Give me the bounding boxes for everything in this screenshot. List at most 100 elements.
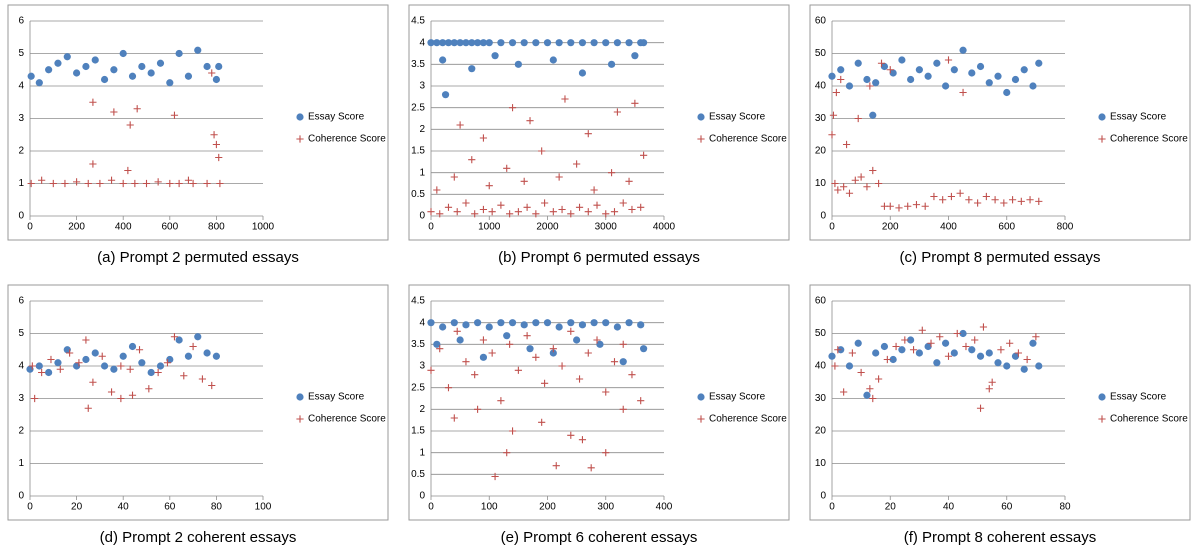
data-point xyxy=(828,72,836,80)
data-point xyxy=(474,39,482,47)
data-point xyxy=(578,321,587,329)
data-point xyxy=(924,72,932,80)
data-point xyxy=(526,345,534,353)
data-point xyxy=(35,362,43,370)
data-point xyxy=(180,372,188,380)
data-point xyxy=(49,179,57,188)
data-point xyxy=(607,60,616,68)
data-point xyxy=(988,378,996,386)
y-tick-label: 5 xyxy=(18,48,24,59)
data-point xyxy=(82,336,90,344)
caption: (c) Prompt 8 permuted essays xyxy=(900,249,1101,266)
data-point xyxy=(488,208,496,216)
data-point xyxy=(866,82,874,90)
data-point xyxy=(107,176,116,184)
data-point xyxy=(82,62,90,71)
y-tick-label: 2 xyxy=(419,404,425,415)
data-point xyxy=(1014,349,1022,357)
data-point xyxy=(637,397,645,405)
data-point xyxy=(1000,199,1008,207)
data-point xyxy=(831,362,839,370)
data-point xyxy=(208,69,216,77)
legend-label: Coherence Score xyxy=(1110,134,1188,145)
legend-marker xyxy=(296,415,304,423)
caption: (f) Prompt 8 coherent essays xyxy=(904,529,1097,546)
x-tick-label: 600 xyxy=(161,222,178,233)
data-point xyxy=(128,342,137,351)
data-point xyxy=(170,111,179,119)
data-point xyxy=(959,46,967,54)
data-point xyxy=(959,88,967,97)
data-point xyxy=(904,202,912,210)
data-point xyxy=(854,339,862,347)
data-point xyxy=(433,39,441,47)
data-point xyxy=(73,178,81,186)
x-tick-label: 400 xyxy=(656,502,673,513)
data-point xyxy=(976,62,985,71)
caption: (d) Prompt 2 coherent essays xyxy=(100,529,297,546)
data-point xyxy=(602,319,610,327)
y-tick-label: 4 xyxy=(18,361,24,372)
y-tick-label: 2.5 xyxy=(411,382,425,393)
data-point xyxy=(89,160,97,168)
legend-label: Coherence Score xyxy=(308,134,386,145)
panel-frame xyxy=(809,4,1191,241)
data-point xyxy=(462,199,470,207)
data-point xyxy=(479,39,488,47)
data-point xyxy=(950,349,958,357)
data-point xyxy=(166,79,174,87)
data-point xyxy=(170,333,179,341)
data-point xyxy=(98,352,106,360)
data-point xyxy=(488,349,496,357)
data-point xyxy=(110,108,118,116)
data-point xyxy=(593,336,601,344)
data-point xyxy=(89,98,97,106)
data-point xyxy=(909,346,918,354)
data-point xyxy=(198,375,207,383)
data-point xyxy=(549,208,557,216)
data-point xyxy=(567,431,575,439)
data-point xyxy=(1035,362,1043,370)
data-point xyxy=(54,359,62,367)
data-point xyxy=(100,75,109,84)
data-point xyxy=(503,164,511,172)
data-point xyxy=(950,66,958,74)
data-point xyxy=(117,394,125,403)
data-point xyxy=(590,186,598,194)
data-point xyxy=(184,72,193,80)
data-point xyxy=(1032,333,1040,341)
data-point xyxy=(479,134,488,142)
data-point xyxy=(462,358,470,366)
data-point xyxy=(156,362,165,370)
data-point xyxy=(869,166,877,175)
data-point xyxy=(133,105,141,113)
data-point xyxy=(578,39,587,47)
caption: (a) Prompt 2 permuted essays xyxy=(97,249,299,266)
x-tick-label: 800 xyxy=(208,222,225,233)
panel-frame xyxy=(809,284,1191,521)
data-point xyxy=(596,340,604,348)
data-point xyxy=(456,336,464,344)
y-tick-label: 2 xyxy=(18,146,24,157)
data-point xyxy=(1026,196,1034,204)
data-point xyxy=(468,39,476,47)
y-tick-label: 4 xyxy=(419,317,425,328)
y-tick-label: 50 xyxy=(815,328,827,339)
data-point xyxy=(628,371,636,379)
data-point xyxy=(610,208,619,216)
panel-frame xyxy=(408,284,790,521)
data-point xyxy=(1003,362,1011,370)
data-point xyxy=(834,346,842,354)
y-tick-label: 4.5 xyxy=(411,16,425,27)
data-point xyxy=(497,397,505,405)
data-point xyxy=(491,472,499,481)
data-point xyxy=(479,336,488,344)
data-point xyxy=(163,359,172,367)
data-point xyxy=(126,365,134,373)
data-point xyxy=(433,340,441,348)
data-point xyxy=(584,208,592,216)
x-tick-label: 400 xyxy=(940,222,957,233)
data-point xyxy=(845,189,854,197)
data-point xyxy=(944,56,953,64)
